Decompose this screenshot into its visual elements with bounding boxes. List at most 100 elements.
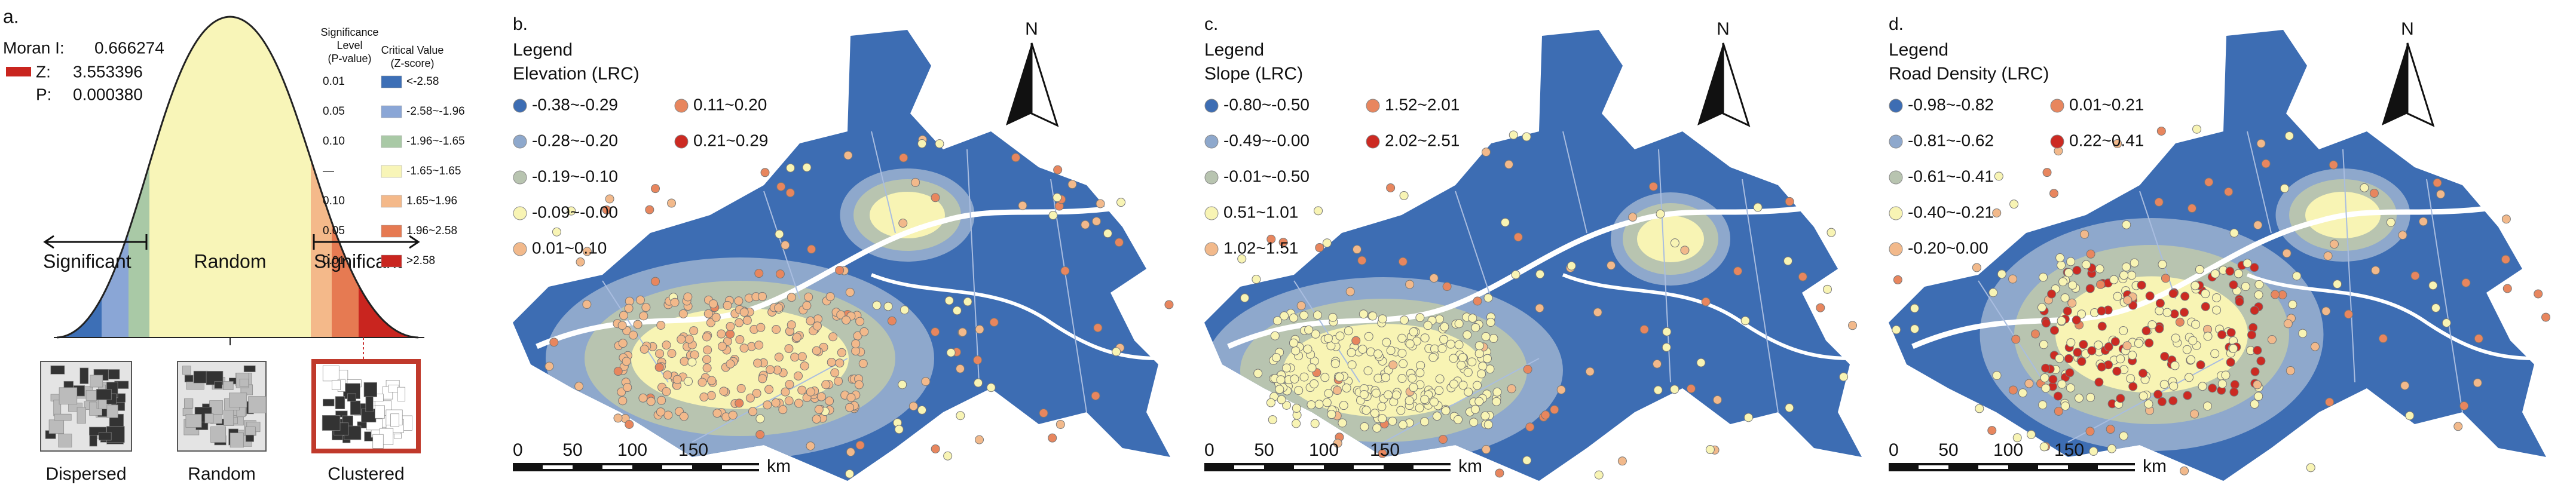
sample-point [2011,335,2021,344]
sample-point [735,335,745,344]
sample-point [717,329,726,339]
sample-point [1653,359,1662,369]
sample-point [1785,403,1794,413]
sample-point [2229,280,2238,290]
sample-point [1373,349,1383,359]
sample-point [2188,336,2198,345]
sample-point [582,247,592,256]
sample-point [1423,321,1433,330]
sample-point [2171,333,2180,343]
sample-point [1992,370,2002,380]
sample-point [739,343,749,353]
sample-point [1509,130,1518,140]
sample-point [2109,275,2119,284]
sample-point [613,413,623,423]
pattern-cell [96,389,112,400]
legend-header: (Z-score) [391,57,435,69]
sample-point [712,409,722,418]
sample-point [657,395,666,405]
sample-point [717,342,727,351]
sample-point [2094,341,2103,350]
pattern-cell [229,392,247,408]
sample-point [781,240,790,250]
sample-point [814,404,824,414]
legend-label: -0.81~-0.62 [1908,131,1994,149]
sample-point [2253,220,2263,230]
sample-point [667,198,677,208]
z-value: 1.96~2.58 [406,225,457,237]
pattern-cell [182,366,191,375]
legend-variable: Road Density (LRC) [1889,64,2049,84]
sample-point [2182,345,2192,354]
sample-point [2183,391,2192,400]
sample-point [619,311,628,320]
sample-point [794,371,803,381]
sample-point [1471,323,1480,332]
sample-point [617,321,627,330]
sample-point [670,297,680,307]
sample-point [646,397,656,406]
sample-point [854,380,864,389]
sample-point [1276,375,1286,385]
sample-point [2049,189,2058,198]
sample-point [2137,280,2146,290]
legend-label: -0.20~0.00 [1908,238,1988,257]
scale-bar [1204,463,1451,471]
sample-point [975,324,984,334]
sample-point [2048,375,2058,384]
sample-point [2077,357,2087,366]
scale-tick: 100 [1309,440,1339,460]
sample-point [1798,272,1807,281]
sample-point [1648,182,1658,191]
sample-point [1440,322,1449,332]
sample-point [645,205,654,214]
sample-point [2038,400,2048,410]
sample-point [2329,240,2339,249]
sample-point [1535,303,1544,313]
sample-point [2060,293,2070,303]
pattern-cell [230,432,244,448]
scale-bar [513,463,759,471]
sample-point [1266,398,1275,407]
sample-point [2064,268,2073,277]
sample-point [2126,374,2136,384]
sample-point [2085,284,2095,293]
pattern-cell [322,415,341,431]
sample-point [787,320,796,330]
sample-point [2280,183,2289,193]
sample-point [755,430,765,439]
sample-point [1593,308,1602,317]
sample-point [1511,270,1520,280]
sample-point [629,330,638,340]
sample-point [1482,354,1492,363]
sample-point [784,396,794,406]
pattern-box [177,361,267,452]
sample-point [1371,388,1381,398]
surface-band [1637,216,1704,262]
sample-point [845,287,855,297]
sample-point [736,384,746,393]
legend-variable: Slope (LRC) [1204,64,1303,84]
sample-point [2154,197,2164,207]
legend-title: Legend [513,40,573,60]
pattern-cell [50,365,65,375]
sample-point [1266,234,1276,244]
sample-point [726,359,735,369]
curve-label: Significant [43,250,131,272]
sample-point [1291,346,1301,355]
sample-point [2461,278,2471,287]
sample-point [825,396,834,406]
sample-point [1469,418,1479,427]
sample-point [1310,419,1320,428]
pattern-cell [106,404,118,418]
sample-point [1378,449,1387,458]
sample-point [2009,200,2019,209]
pattern-box [311,359,421,453]
panel-label: b. [513,14,528,34]
sample-point [1333,438,1342,448]
pattern-cell [214,381,223,389]
sample-point [2501,214,2511,224]
sample-point [711,312,721,322]
sample-point [1335,372,1344,382]
